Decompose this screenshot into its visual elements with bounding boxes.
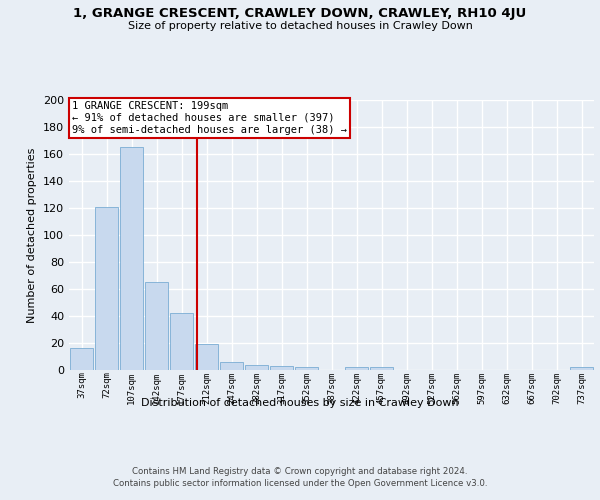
- Bar: [120, 147, 143, 370]
- Text: Size of property relative to detached houses in Crawley Down: Size of property relative to detached ho…: [128, 21, 472, 31]
- Bar: [370, 368, 393, 370]
- Bar: [345, 368, 368, 370]
- Bar: [570, 368, 593, 370]
- Bar: [245, 364, 268, 370]
- Bar: [170, 314, 193, 370]
- Bar: [70, 348, 93, 370]
- Text: Contains HM Land Registry data © Crown copyright and database right 2024.: Contains HM Land Registry data © Crown c…: [132, 468, 468, 476]
- Text: Contains public sector information licensed under the Open Government Licence v3: Contains public sector information licen…: [113, 479, 487, 488]
- Bar: [95, 206, 118, 370]
- Y-axis label: Number of detached properties: Number of detached properties: [28, 148, 37, 322]
- Bar: [145, 282, 168, 370]
- Bar: [195, 344, 218, 370]
- Text: 1, GRANGE CRESCENT, CRAWLEY DOWN, CRAWLEY, RH10 4JU: 1, GRANGE CRESCENT, CRAWLEY DOWN, CRAWLE…: [73, 8, 527, 20]
- Text: Distribution of detached houses by size in Crawley Down: Distribution of detached houses by size …: [141, 398, 459, 407]
- Bar: [295, 368, 318, 370]
- Text: 1 GRANGE CRESCENT: 199sqm
← 91% of detached houses are smaller (397)
9% of semi-: 1 GRANGE CRESCENT: 199sqm ← 91% of detac…: [71, 102, 347, 134]
- Bar: [220, 362, 243, 370]
- Bar: [270, 366, 293, 370]
